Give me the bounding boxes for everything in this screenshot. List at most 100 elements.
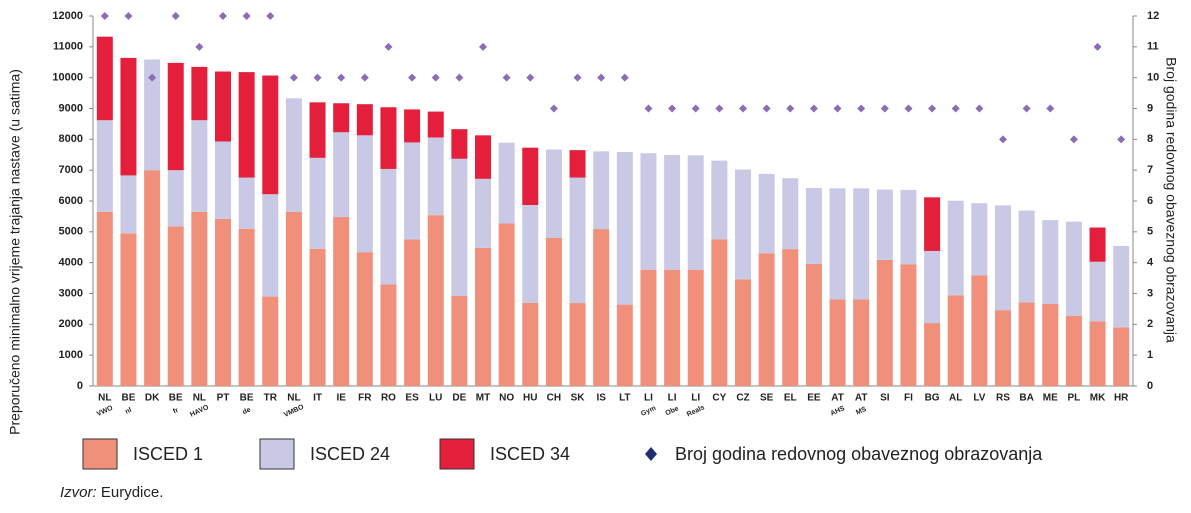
bar-segment: [475, 178, 491, 248]
x-sub-label: AHS: [830, 405, 847, 418]
y2-tick-label: 7: [1147, 164, 1153, 176]
x-tick-label: MK: [1090, 393, 1106, 404]
bar-segment: [144, 59, 161, 171]
x-tick-label: CH: [547, 393, 561, 404]
x-tick-label: CZ: [736, 393, 749, 404]
legend-label: ISCED 1: [133, 444, 203, 464]
bar-segment: [451, 129, 468, 159]
bar-segment: [120, 175, 137, 234]
x-tick-label: SI: [880, 393, 890, 404]
y2-tick-label: 3: [1147, 287, 1153, 299]
bar-segment: [782, 178, 799, 250]
y-tick-label: 4000: [59, 257, 83, 269]
bar-segment: [853, 188, 870, 300]
x-tick-label: IT: [313, 393, 322, 404]
bar-segment: [593, 229, 610, 386]
x-sub-label: VMBO: [283, 403, 305, 418]
bar-segment: [96, 120, 113, 212]
marker: [762, 104, 771, 113]
bar-segment: [545, 149, 562, 238]
y-tick-label: 6000: [59, 195, 83, 207]
bar-segment: [758, 173, 775, 254]
marker: [715, 104, 724, 113]
x-tick-label: BE: [240, 393, 254, 404]
y2-tick-label: 10: [1147, 72, 1159, 84]
bar-segment: [96, 211, 113, 386]
marker: [148, 73, 157, 82]
bar-segment: [640, 269, 657, 386]
source-text: Eurydice.: [101, 484, 164, 501]
bar-segment: [262, 75, 279, 195]
marker: [880, 104, 889, 113]
marker: [951, 104, 960, 113]
bar-segment: [215, 71, 231, 142]
y-tick-label: 8000: [59, 133, 83, 145]
marker: [644, 104, 653, 113]
y2-tick-label: 12: [1147, 10, 1159, 22]
bar-segment: [1089, 321, 1106, 386]
marker: [1046, 104, 1055, 113]
bar-segment: [285, 211, 302, 386]
x-tick-label: LT: [619, 393, 630, 404]
source-label: Izvor:: [60, 484, 97, 501]
marker: [455, 73, 464, 82]
bar-segment: [924, 250, 941, 324]
x-tick-label: MT: [476, 393, 490, 404]
x-tick-label: BA: [1019, 393, 1033, 404]
marker: [360, 73, 369, 82]
bar-segment: [664, 269, 681, 386]
x-tick-label: HR: [1114, 393, 1129, 404]
x-tick-label: ES: [405, 393, 419, 404]
bar-segment: [687, 155, 704, 270]
legend-label: ISCED 34: [490, 444, 570, 464]
x-tick-label: BE: [122, 393, 136, 404]
x-sub-label: MS: [855, 406, 868, 417]
bar-segment: [380, 284, 397, 386]
x-tick-label: PT: [217, 393, 230, 404]
bar-segment: [356, 252, 373, 386]
bar-segment: [309, 102, 326, 158]
bar-segment: [427, 111, 444, 138]
marker: [408, 73, 417, 82]
bar-segment: [947, 295, 964, 386]
bar-segment: [356, 104, 373, 136]
x-tick-label: LV: [973, 393, 985, 404]
x-tick-label: EL: [784, 393, 797, 404]
bar-segment: [1065, 316, 1082, 386]
bar-segment: [593, 151, 610, 230]
bar-segment: [735, 279, 751, 386]
marker: [219, 12, 227, 20]
bar-segment: [1113, 327, 1130, 386]
marker: [502, 73, 511, 82]
x-tick-label: IS: [596, 393, 606, 404]
x-tick-label: BE: [169, 393, 183, 404]
x-tick-label: RS: [996, 393, 1010, 404]
bar-segment: [711, 160, 728, 240]
bar-segment: [1018, 210, 1035, 303]
legend-label: Broj godina redovnog obaveznog obrazovan…: [675, 444, 1043, 464]
bar-segment: [404, 239, 421, 386]
marker: [1069, 135, 1078, 144]
bar-segment: [995, 205, 1011, 311]
x-tick-label: LU: [429, 393, 442, 404]
marker: [786, 104, 795, 113]
x-tick-label: PL: [1068, 393, 1081, 404]
marker: [1093, 42, 1102, 51]
marker: [124, 12, 133, 20]
bar-segment: [640, 153, 657, 270]
y2-tick-label: 0: [1147, 380, 1153, 392]
bar-segment: [215, 141, 231, 219]
bar-segment: [995, 310, 1011, 386]
bar-segment: [569, 303, 586, 386]
marker: [1117, 135, 1126, 144]
x-sub-label: VWO: [96, 404, 115, 418]
bar-segment: [167, 170, 184, 227]
bar-segment: [971, 203, 988, 276]
x-tick-label: DE: [452, 393, 466, 404]
bar-segment: [333, 132, 350, 218]
legend-label: ISCED 24: [310, 444, 390, 464]
bar-segment: [711, 239, 728, 386]
bar-segment: [900, 264, 917, 386]
x-tick-label: TR: [264, 393, 278, 404]
x-sub-label: fr: [172, 407, 180, 416]
